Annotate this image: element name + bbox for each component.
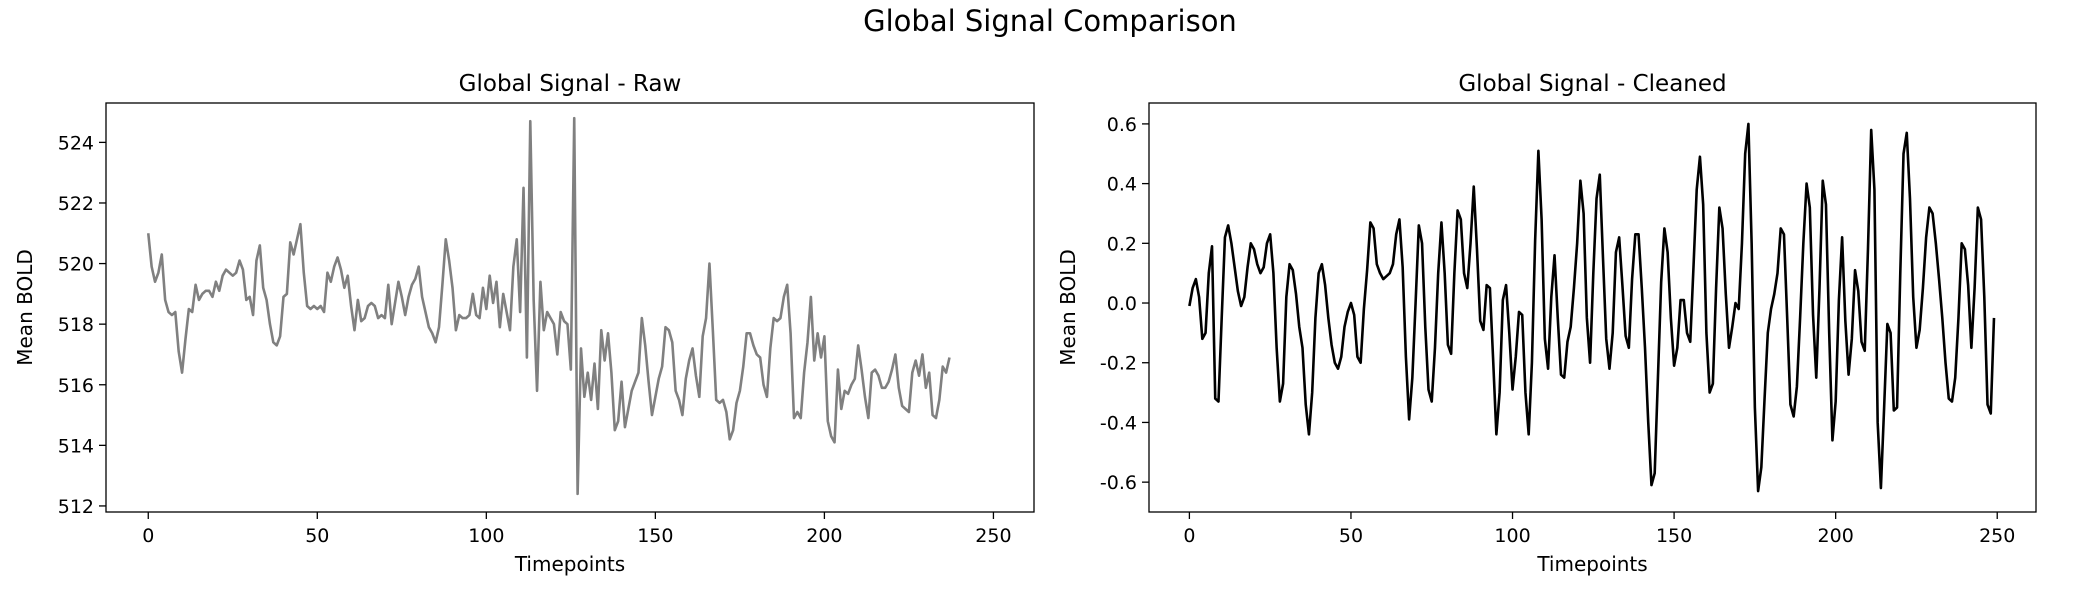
y-tick-label: -0.4 — [1100, 412, 1137, 434]
chart-panel-1: 0 50 100 150 200 250 512 514 516 518 520 522 524 Glob… — [13, 71, 1035, 576]
plot-frame — [105, 102, 1035, 513]
chart-panel-2: 0 50 100 150 200 250 -0.6 -0.4 -0.2 0.0 0.2 0.4 0.6 G… — [1056, 71, 2037, 576]
y-tick-label: -0.6 — [1100, 472, 1137, 494]
y-tick-label: 524 — [58, 132, 94, 154]
x-tick-label: 0 — [142, 525, 154, 547]
y-tick-label: 0.2 — [1107, 233, 1137, 255]
y-tick-label: 0.0 — [1107, 293, 1137, 315]
x-tick-label: 150 — [1656, 525, 1692, 547]
y-tick-label: -0.2 — [1100, 353, 1137, 375]
y-tick-label: 520 — [58, 254, 94, 276]
x-tick-label: 0 — [1183, 525, 1195, 547]
figure-title: Global Signal Comparison — [863, 4, 1237, 38]
y-axis-label: Mean BOLD — [1056, 249, 1080, 366]
series-line — [146, 116, 951, 496]
plot-frame — [1148, 102, 2037, 513]
y-tick-label: 522 — [58, 193, 94, 215]
series-line — [1188, 122, 1996, 493]
y-tick-label: 512 — [58, 496, 94, 518]
panel-title: Global Signal - Raw — [459, 71, 682, 97]
x-tick-label: 250 — [975, 525, 1011, 547]
y-tick-label: 0.4 — [1107, 174, 1137, 196]
y-tick-label: 518 — [58, 314, 94, 336]
x-tick-label: 150 — [637, 525, 673, 547]
x-tick-label: 250 — [1979, 525, 2015, 547]
x-tick-label: 50 — [1339, 525, 1363, 547]
y-tick-label: 516 — [58, 375, 94, 397]
y-tick-label: 0.6 — [1107, 114, 1137, 136]
y-axis-label: Mean BOLD — [13, 249, 37, 366]
x-tick-label: 100 — [468, 525, 504, 547]
y-tick-label: 514 — [58, 435, 94, 457]
x-tick-label: 50 — [305, 525, 329, 547]
x-axis-label: Timepoints — [1536, 552, 1647, 576]
x-tick-label: 200 — [1818, 525, 1854, 547]
x-tick-label: 100 — [1494, 525, 1530, 547]
panel-title: Global Signal - Cleaned — [1458, 71, 1726, 97]
x-tick-label: 200 — [806, 525, 842, 547]
x-axis-label: Timepoints — [514, 552, 625, 576]
